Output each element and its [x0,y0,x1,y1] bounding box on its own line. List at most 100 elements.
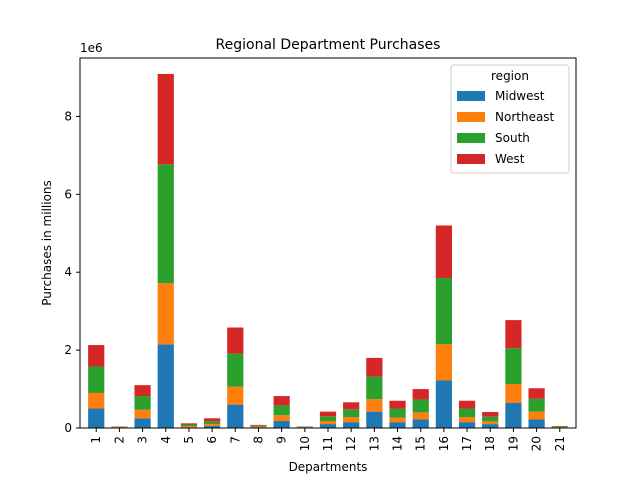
bar-11-west [319,411,337,417]
bar-1-northeast [88,392,105,409]
x-tick-label: 14 [391,436,405,451]
bar-3-northeast [134,409,151,419]
legend: region Midwest Northeast South West [450,64,570,174]
y-tick-label: 4 [64,265,72,279]
bar-6-northeast [204,424,221,427]
x-tick-label: 15 [414,436,428,451]
x-tick-label: 12 [344,436,358,451]
bar-20-midwest [528,419,545,428]
bar-16-midwest [435,380,452,428]
y-axis: 0 2 4 6 8 [64,109,80,435]
bar-15-midwest [412,419,429,428]
bar-12-south [343,409,360,418]
bar-13-midwest [366,411,383,428]
x-tick-label: 13 [367,436,381,451]
bar-16-south [435,278,452,345]
legend-swatch-west [457,154,485,164]
bar-18-west [482,412,499,417]
bar-17-west [458,400,476,409]
bar-1-midwest [88,408,105,428]
legend-swatch-northeast [457,112,485,122]
y-tick-label: 6 [64,187,72,201]
x-tick-label: 21 [553,436,567,451]
x-tick-label: 3 [136,436,150,444]
legend-swatch-midwest [457,91,485,101]
bar-11-midwest [319,424,337,428]
x-tick-label: 5 [182,436,196,444]
bar-12-west [343,402,360,410]
bar-21-south [551,426,568,428]
x-tick-label: 7 [228,436,242,444]
bar-13-west [366,357,383,377]
legend-label-west: West [495,152,525,166]
bar-7-south [227,353,244,387]
bar-6-south [204,421,221,425]
bar-15-west [412,389,429,400]
y-offset-label: 1e6 [80,41,103,55]
bar-5-south [180,424,198,427]
bar-3-west [134,385,151,397]
bar-4-midwest [157,344,174,428]
x-tick-label: 1 [89,436,103,444]
bar-1-south [88,366,105,393]
x-tick-label: 2 [112,436,126,444]
bar-13-northeast [366,399,383,412]
bar-14-midwest [389,422,406,428]
bar-4-west [157,73,174,165]
bar-20-west [528,388,545,399]
bar-14-south [389,408,406,418]
bar-7-northeast [227,386,244,405]
bar-17-northeast [458,417,476,423]
x-tick-label: 6 [205,436,219,444]
y-tick-label: 0 [64,421,72,435]
bar-9-midwest [273,420,290,428]
x-tick-label: 11 [321,436,335,451]
bar-19-south [505,348,522,384]
x-tick-label: 10 [298,436,312,451]
bar-17-midwest [458,422,476,428]
x-tick-label: 20 [530,436,544,451]
bar-7-west [227,327,244,354]
bar-1-west [88,345,105,367]
legend-title: region [491,69,529,83]
bar-18-south [482,416,499,422]
bar-3-midwest [134,418,151,428]
bar-16-northeast [435,344,452,381]
bar-9-south [273,405,290,416]
legend-swatch-south [457,133,485,143]
bar-6-midwest [204,426,221,428]
bar-19-midwest [505,402,522,428]
bar-20-northeast [528,411,545,420]
bars-layer [88,73,568,428]
bar-19-northeast [505,383,522,403]
bar-9-west [273,396,290,406]
bar-8-west [250,424,267,426]
bar-14-west [389,400,406,409]
legend-label-midwest: Midwest [495,89,545,103]
bar-11-northeast [319,420,337,425]
bar-17-south [458,408,476,418]
bar-12-midwest [343,422,360,428]
bar-5-northeast [180,426,198,428]
x-tick-label: 9 [275,436,289,444]
y-tick-label: 2 [64,343,72,357]
bar-15-south [412,399,429,413]
x-axis: 1 2 3 4 5 6 7 8 9 10 11 12 13 14 15 16 17 18 19 20 21 [89,428,567,451]
bar-6-west [204,418,221,422]
bar-4-south [157,164,174,284]
x-axis-label: Departments [289,460,368,474]
bar-19-west [505,320,522,349]
bar-7-midwest [227,404,244,428]
bar-14-northeast [389,417,406,423]
legend-label-northeast: Northeast [495,110,555,124]
x-tick-label: 16 [437,436,451,451]
chart-title: Regional Department Purchases [216,37,441,53]
bar-20-south [528,398,545,412]
bar-5-west [180,423,198,425]
y-tick-label: 8 [64,109,72,123]
bar-8-south [250,425,267,427]
bar-11-south [319,416,337,421]
bar-16-west [435,225,452,279]
y-axis-label: Purchases in millions [40,180,54,306]
